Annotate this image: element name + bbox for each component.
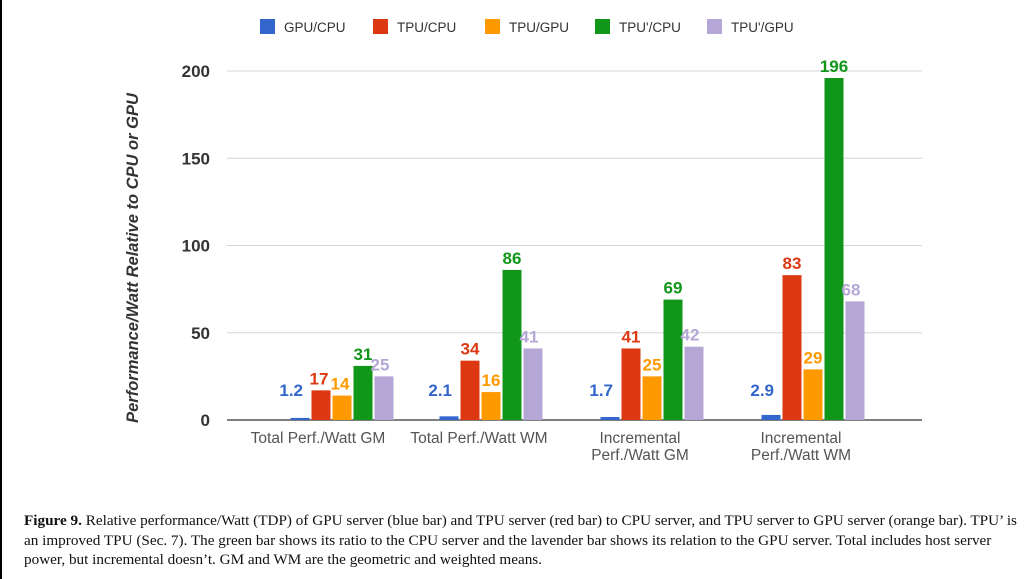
bar: [332, 395, 352, 420]
y-tick-label: 0: [201, 411, 210, 430]
data-label: 1.2: [279, 381, 303, 400]
data-label: 42: [681, 326, 700, 345]
data-label: 2.1: [428, 381, 452, 400]
legend-item: TPU'/GPU: [707, 19, 794, 35]
data-label: 31: [354, 345, 373, 364]
x-tick-label: Incremental: [600, 430, 681, 447]
legend: GPU/CPU TPU/CPU TPU/GPU TPU'/CPU TPU'/GPU: [260, 19, 794, 35]
data-label: 196: [820, 57, 848, 76]
legend-label: TPU/CPU: [397, 20, 456, 35]
legend-label: GPU/CPU: [284, 20, 346, 35]
bar: [502, 269, 522, 420]
y-axis-label: Performance/Watt Relative to CPU or GPU: [124, 92, 142, 423]
legend-swatch: [260, 19, 275, 34]
bar: [481, 392, 501, 420]
bar: [374, 376, 394, 420]
data-label: 86: [503, 249, 522, 268]
bar: [824, 77, 844, 420]
divider: [2, 470, 1034, 494]
data-label: 34: [461, 340, 480, 359]
bar: [803, 369, 823, 420]
bar-chart: 0 50 100 150 200 Performance/Watt Relative t…: [124, 19, 922, 464]
legend-label: TPU'/CPU: [619, 20, 681, 35]
y-tick-label: 150: [182, 149, 210, 168]
bar: [684, 346, 704, 420]
y-tick-label: 200: [182, 62, 210, 81]
bar: [353, 365, 373, 420]
data-label: 25: [371, 355, 390, 374]
bar: [290, 417, 310, 420]
legend-item: TPU'/CPU: [595, 19, 681, 35]
legend-item: TPU/CPU: [373, 19, 456, 35]
bars: [290, 77, 865, 420]
x-tick-label: Incremental: [761, 430, 842, 447]
x-tick-label: Total Perf./Watt GM: [251, 430, 386, 447]
bar: [621, 348, 641, 420]
y-tick-label: 50: [191, 324, 210, 343]
legend-label: TPU'/GPU: [731, 20, 794, 35]
bar: [761, 414, 781, 420]
bar: [642, 376, 662, 420]
bar: [439, 416, 459, 420]
data-label: 41: [622, 327, 641, 346]
legend-swatch: [707, 19, 722, 34]
x-tick-label: Total Perf./Watt WM: [410, 430, 547, 447]
data-label: 16: [482, 371, 501, 390]
data-label: 69: [664, 279, 683, 298]
gridlines: [227, 70, 922, 421]
data-label: 14: [331, 375, 350, 394]
bar: [460, 360, 480, 420]
data-label: 1.7: [589, 381, 613, 400]
bar: [663, 299, 683, 420]
legend-swatch: [485, 19, 500, 34]
y-tick-label: 100: [182, 237, 210, 256]
data-label: 41: [520, 327, 539, 346]
bar: [845, 301, 865, 420]
data-label: 68: [842, 280, 861, 299]
legend-swatch: [373, 19, 388, 34]
bar: [782, 275, 802, 420]
y-axis: 0 50 100 150 200: [182, 62, 210, 430]
data-label: 2.9: [750, 381, 774, 400]
figure-caption: Figure 9. Relative performance/Watt (TDP…: [24, 511, 1024, 570]
legend-item: GPU/CPU: [260, 19, 346, 35]
caption-text: Relative performance/Watt (TDP) of GPU s…: [24, 512, 1017, 568]
data-label: 17: [310, 369, 329, 388]
legend-label: TPU/GPU: [509, 20, 569, 35]
legend-item: TPU/GPU: [485, 19, 569, 35]
bar: [311, 390, 331, 420]
caption-lead: Figure 9.: [24, 512, 82, 529]
bar: [523, 348, 543, 420]
x-tick-label: Perf./Watt WM: [751, 447, 851, 464]
x-tick-label: Perf./Watt GM: [591, 447, 689, 464]
x-axis: Total Perf./Watt GM Total Perf./Watt WM In…: [251, 430, 851, 464]
bar: [600, 417, 620, 420]
data-label: 83: [783, 254, 802, 273]
data-label: 29: [804, 348, 823, 367]
data-label: 25: [643, 355, 662, 374]
legend-swatch: [595, 19, 610, 34]
